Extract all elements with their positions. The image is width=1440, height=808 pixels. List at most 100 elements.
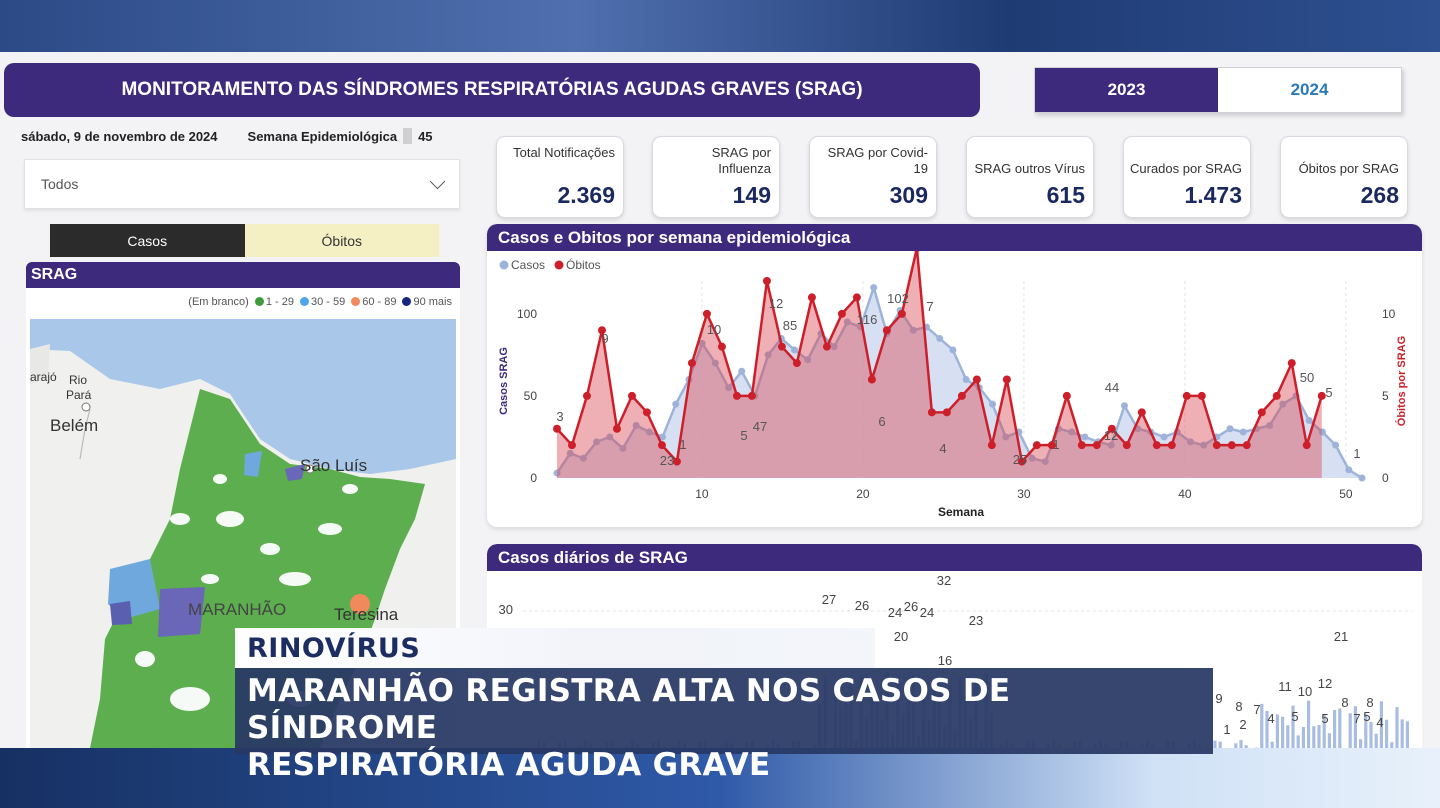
y-axis-label: Casos SRAG (498, 347, 510, 415)
daily-bar (1265, 710, 1269, 748)
obitos-point (1092, 441, 1101, 450)
daily-bar (1338, 708, 1342, 748)
legend-item-3: 60 - 89 (351, 296, 396, 308)
obitos-point (942, 408, 951, 417)
tab-2024[interactable]: 2024 (1218, 68, 1401, 112)
data-label: 12 (1318, 676, 1332, 691)
epi-week-bar (403, 128, 413, 144)
map-legend: (Em branco) 1 - 29 30 - 59 60 - 89 90 ma… (188, 296, 452, 308)
data-label: 6 (878, 414, 885, 429)
data-label: 21 (1334, 629, 1348, 644)
casos-point (1239, 428, 1247, 436)
x-axis-label: Semana (938, 505, 984, 519)
casos-point (830, 343, 838, 351)
data-label: 8 (1235, 699, 1242, 714)
kpi-value: 2.369 (557, 182, 615, 208)
y-tick-label: 30 (499, 602, 513, 617)
casos-point (1279, 400, 1287, 408)
city-belem: Belém (50, 416, 99, 435)
obitos-point (867, 375, 876, 384)
obitos-point (582, 391, 591, 400)
obitos-point (1287, 359, 1296, 368)
daily-bar (1369, 722, 1373, 748)
obitos-point (642, 408, 651, 417)
obitos-point (553, 424, 561, 433)
obitos-point (687, 359, 696, 368)
data-label: 32 (937, 573, 951, 588)
legend-item-2: 30 - 59 (299, 296, 345, 308)
casos-point (725, 384, 733, 392)
obitos-point (837, 309, 846, 318)
data-label: 23 (660, 453, 674, 468)
obitos-point (777, 342, 786, 351)
city-para: Pará (66, 388, 92, 402)
obitos-point (957, 391, 966, 400)
date-row: sábado, 9 de novembro de 2024 Semana Epi… (21, 128, 433, 144)
obitos-point (627, 391, 636, 400)
kpi-label: SRAG por Covid-19 (827, 145, 928, 176)
casos-point (1226, 425, 1234, 433)
tab-casos[interactable]: Casos (50, 224, 245, 257)
casos-point (1081, 433, 1089, 441)
data-label: 1 (1223, 722, 1230, 737)
municipality-select[interactable]: Todos (24, 159, 460, 209)
data-label: 44 (1105, 380, 1119, 395)
tab-obitos[interactable]: Óbitos (244, 224, 439, 257)
epi-week-value: 45 (418, 128, 433, 144)
obitos-point (702, 309, 711, 318)
data-label: 3 (556, 409, 563, 424)
data-label: 8 (1366, 695, 1373, 710)
casos-point (988, 400, 996, 408)
data-label: 5 (1291, 709, 1298, 724)
data-label: 27 (822, 592, 836, 607)
obitos-point (972, 375, 981, 384)
casos-point (619, 444, 627, 452)
daily-bar (1296, 735, 1300, 748)
daily-bar (1395, 707, 1399, 748)
daily-bar (1244, 745, 1248, 748)
kpi-value: 309 (889, 182, 928, 208)
data-label: 85 (783, 318, 797, 333)
obitos-point (1077, 441, 1086, 450)
city-teresina: Teresina (334, 605, 399, 624)
data-label: 9 (1215, 691, 1222, 706)
tab-2023[interactable]: 2023 (1035, 68, 1218, 112)
weekly-chart[interactable]: 10 20 30 40 50 0 50 100 0 5 10 Semana Casos SRAG Óbit… (487, 251, 1422, 527)
news-headline: MARANHÃO REGISTRA ALTA NOS CASOS DE SÍND… (235, 668, 1213, 783)
daily-bar (1291, 705, 1295, 748)
x-tick-label: 50 (1339, 487, 1353, 501)
casos-point (1041, 458, 1049, 466)
daily-bar (1348, 713, 1352, 748)
obitos-point (882, 326, 891, 335)
obitos-point (747, 391, 756, 400)
daily-bar (1400, 719, 1404, 748)
obitos-point (612, 424, 621, 433)
casos-point (804, 356, 812, 364)
city-arajo: arajó (30, 370, 57, 384)
legend-casos: Casos (511, 258, 545, 272)
obitos-point (1212, 441, 1221, 450)
city-rio: Rio (69, 373, 88, 387)
data-label: 16 (938, 653, 952, 668)
daily-bar (1213, 740, 1217, 748)
casos-point (1200, 441, 1208, 449)
x-tick-label: 40 (1178, 487, 1192, 501)
data-label: 1 (1052, 437, 1059, 452)
casos-point (672, 400, 680, 408)
casos-point (1186, 438, 1194, 446)
obitos-point (717, 342, 726, 351)
year-tabs: 2023 2024 (1034, 67, 1402, 113)
data-label: 5 (1325, 385, 1332, 400)
daily-bar (1239, 740, 1243, 748)
casos-point (698, 339, 706, 347)
casos-point (1002, 433, 1010, 441)
kpi-srag-influenza: SRAG por Influenza 149 (652, 136, 780, 218)
daily-bar (1364, 714, 1368, 748)
chevron-down-icon (429, 173, 446, 189)
select-value: Todos (41, 176, 79, 192)
current-date: sábado, 9 de novembro de 2024 (21, 128, 218, 144)
casos-point (738, 367, 746, 375)
news-tag-text: RINOVÍRUS (247, 632, 421, 664)
background-top (0, 0, 1440, 52)
data-label: 116 (857, 312, 878, 327)
